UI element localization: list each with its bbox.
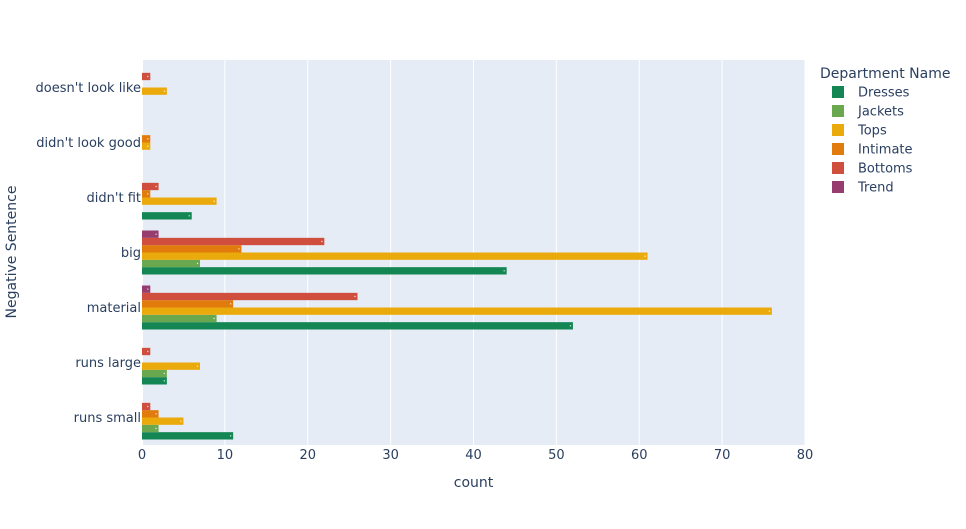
bar-end-marker (503, 270, 505, 272)
bar-end-marker (321, 240, 323, 243)
bar-intimate-didn-t-fit[interactable] (142, 190, 151, 198)
bar-end-marker (147, 288, 149, 290)
x-tick-label: 10 (217, 448, 234, 463)
bars (142, 72, 772, 440)
y-tick-label-runs-small: runs small (74, 411, 141, 426)
y-tick-label-didn-t-fit: didn't fit (87, 191, 141, 206)
y-tick-labels: doesn't look like didn't look good didn't … (36, 81, 142, 426)
x-axis-title: count (454, 475, 494, 491)
x-tick-label: 30 (382, 448, 399, 463)
legend-label-dresses[interactable]: Dresses (858, 86, 910, 101)
legend-title: Department Name (820, 66, 950, 82)
legend-label-tops[interactable]: Tops (857, 124, 887, 139)
y-tick-label-material: material (87, 301, 141, 316)
bar-end-marker (147, 138, 149, 140)
legend-swatch-dresses (832, 86, 844, 98)
x-tick-label: 50 (548, 448, 565, 463)
bar-end-marker (155, 233, 157, 235)
x-tick-labels: 0 10 20 30 40 50 60 70 80 (138, 448, 813, 463)
bar-intimate-runs-small[interactable] (142, 410, 159, 418)
bar-end-marker (163, 380, 166, 382)
bar-end-marker (147, 193, 149, 195)
bar-end-marker (768, 310, 771, 312)
bar-end-marker (238, 248, 240, 250)
y-axis-title: Negative Sentence (4, 186, 20, 319)
bar-dresses-didn-t-fit[interactable] (142, 212, 192, 220)
bar-end-marker (147, 145, 149, 147)
bar-dresses-big[interactable] (142, 267, 507, 275)
bar-jackets-runs-large[interactable] (142, 369, 167, 378)
y-tick-label-doesn-t-look-like: doesn't look like (36, 81, 142, 96)
y-tick-label-big: big (121, 246, 141, 261)
x-tick-label: 0 (138, 448, 146, 463)
x-tick-label: 40 (465, 448, 482, 463)
bar-end-marker (196, 365, 199, 367)
bar-tops-doesn-t-look-like[interactable] (142, 87, 167, 95)
bar-trend-big[interactable] (142, 230, 159, 238)
bar-end-marker (155, 413, 157, 415)
bar-end-marker (569, 325, 572, 327)
bar-tops-big[interactable] (142, 252, 648, 260)
bar-end-marker (354, 295, 356, 298)
bar-intimate-material[interactable] (142, 300, 234, 308)
bar-bottoms-big[interactable] (142, 237, 325, 246)
x-tick-label: 80 (797, 448, 814, 463)
bar-end-marker (147, 75, 149, 78)
bar-end-marker (196, 262, 199, 265)
bar-end-marker (163, 372, 166, 375)
legend-swatch-trend (832, 181, 844, 193)
bar-intimate-big[interactable] (142, 245, 242, 253)
bar-bottoms-runs-small[interactable] (142, 402, 151, 411)
bar-bottoms-didn-t-fit[interactable] (142, 182, 159, 191)
legend: Department Name Dresses Jackets Tops Intima… (820, 66, 950, 196)
bar-dresses-runs-large[interactable] (142, 377, 167, 385)
bar-end-marker (147, 350, 149, 353)
x-tick-label: 60 (631, 448, 648, 463)
legend-swatch-bottoms (832, 162, 844, 174)
bar-tops-runs-large[interactable] (142, 362, 201, 370)
bar-end-marker (229, 303, 232, 305)
legend-swatch-jackets (832, 105, 844, 117)
x-tick-label: 70 (714, 448, 731, 463)
legend-label-bottoms[interactable]: Bottoms (858, 162, 913, 177)
bar-bottoms-doesn-t-look-like[interactable] (142, 72, 151, 81)
legend-swatch-intimate (832, 143, 844, 155)
bar-tops-material[interactable] (142, 307, 772, 315)
bar-tops-didn-t-look-good[interactable] (142, 142, 151, 150)
bar-trend-material[interactable] (142, 285, 151, 293)
legend-label-intimate[interactable]: Intimate (858, 143, 913, 158)
bar-end-marker (155, 427, 157, 430)
bar-end-marker (213, 317, 215, 320)
bar-intimate-didn-t-look-good[interactable] (142, 135, 151, 143)
bar-end-marker (163, 90, 166, 92)
legend-swatch-tops (832, 124, 844, 136)
bar-jackets-material[interactable] (142, 314, 217, 323)
bar-jackets-big[interactable] (142, 259, 201, 268)
bar-bottoms-material[interactable] (142, 292, 358, 301)
bar-end-marker (213, 200, 215, 202)
bar-end-marker (180, 420, 182, 422)
y-tick-label-runs-large: runs large (75, 356, 141, 371)
bar-jackets-runs-small[interactable] (142, 424, 159, 433)
bar-bottoms-runs-large[interactable] (142, 347, 151, 356)
legend-label-trend[interactable]: Trend (857, 181, 894, 196)
bar-tops-didn-t-fit[interactable] (142, 197, 217, 205)
bar-end-marker (188, 215, 190, 217)
bar-end-marker (229, 435, 232, 437)
legend-label-jackets[interactable]: Jackets (857, 105, 904, 120)
bar-end-marker (147, 405, 149, 408)
y-tick-label-didn-t-look-good: didn't look good (36, 136, 141, 151)
bar-dresses-material[interactable] (142, 322, 573, 330)
x-tick-label: 20 (299, 448, 316, 463)
bar-end-marker (644, 255, 646, 257)
bar-end-marker (155, 185, 157, 188)
bar-dresses-runs-small[interactable] (142, 432, 234, 440)
bar-tops-runs-small[interactable] (142, 417, 184, 425)
